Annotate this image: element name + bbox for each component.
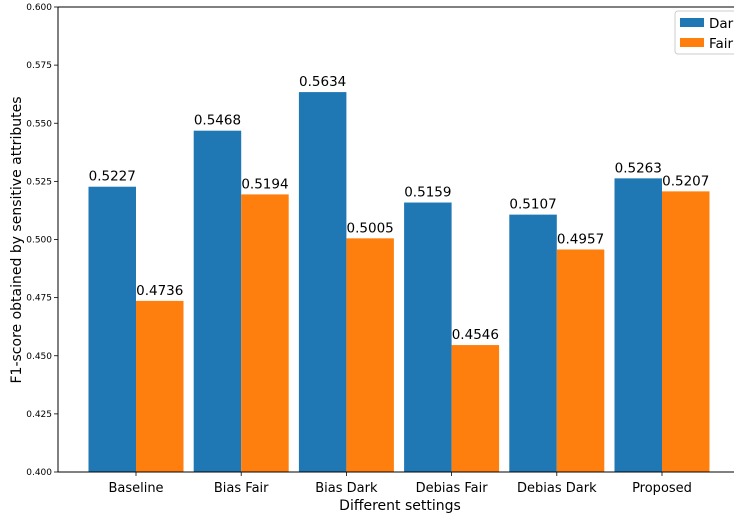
bar-value-label: 0.5634 <box>299 74 346 90</box>
legend-swatch-fair <box>680 38 704 47</box>
x-tick-label: Debias Fair <box>416 481 489 496</box>
bar-value-label: 0.5207 <box>662 173 709 189</box>
x-axis-title: Different settings <box>339 498 461 514</box>
bar-value-label: 0.5107 <box>509 197 556 213</box>
bar-value-label: 0.4546 <box>452 327 499 343</box>
bar-value-label: 0.5159 <box>404 185 451 201</box>
bar-value-label: 0.5263 <box>615 160 662 176</box>
bar-fair <box>452 345 500 472</box>
y-tick-label: 0.425 <box>26 410 52 420</box>
bar-dark <box>404 203 452 472</box>
y-tick-label: 0.450 <box>26 352 52 362</box>
legend-swatch-dark <box>680 18 704 27</box>
x-tick-label: Debias Dark <box>517 481 597 496</box>
bar-value-label: 0.4957 <box>557 231 604 247</box>
x-tick-label: Baseline <box>108 481 163 496</box>
bar-fair <box>346 238 394 472</box>
bar-dark <box>299 92 347 472</box>
y-tick-label: 0.500 <box>26 236 52 246</box>
legend-label-fair: Fair <box>709 36 734 52</box>
bar-value-label: 0.5227 <box>89 169 136 185</box>
bar-value-label: 0.5005 <box>347 220 394 236</box>
bar-fair <box>241 194 289 472</box>
legend-label-dark: Dark <box>709 16 734 32</box>
y-tick-label: 0.575 <box>26 61 52 71</box>
bar-value-label: 0.4736 <box>136 283 183 299</box>
bar-value-label: 0.5194 <box>241 176 288 192</box>
bar-dark <box>509 215 557 472</box>
y-tick-label: 0.525 <box>26 177 52 187</box>
bar-fair <box>662 191 710 472</box>
bar-dark <box>89 187 137 472</box>
bar-dark <box>194 131 242 472</box>
y-tick-label: 0.475 <box>26 294 52 304</box>
y-tick-label: 0.550 <box>26 119 52 129</box>
x-tick-label: Proposed <box>632 481 692 496</box>
bar-value-label: 0.5468 <box>194 113 241 129</box>
bar-fair <box>557 249 605 472</box>
bar-fair <box>136 301 184 472</box>
y-tick-label: 0.400 <box>26 468 52 478</box>
bar-dark <box>615 178 663 472</box>
x-tick-label: Bias Fair <box>214 481 269 496</box>
y-tick-label: 0.600 <box>26 3 52 13</box>
y-axis-title: F1-score obtained by sensitive attribute… <box>9 97 25 384</box>
x-tick-label: Bias Dark <box>315 481 378 496</box>
